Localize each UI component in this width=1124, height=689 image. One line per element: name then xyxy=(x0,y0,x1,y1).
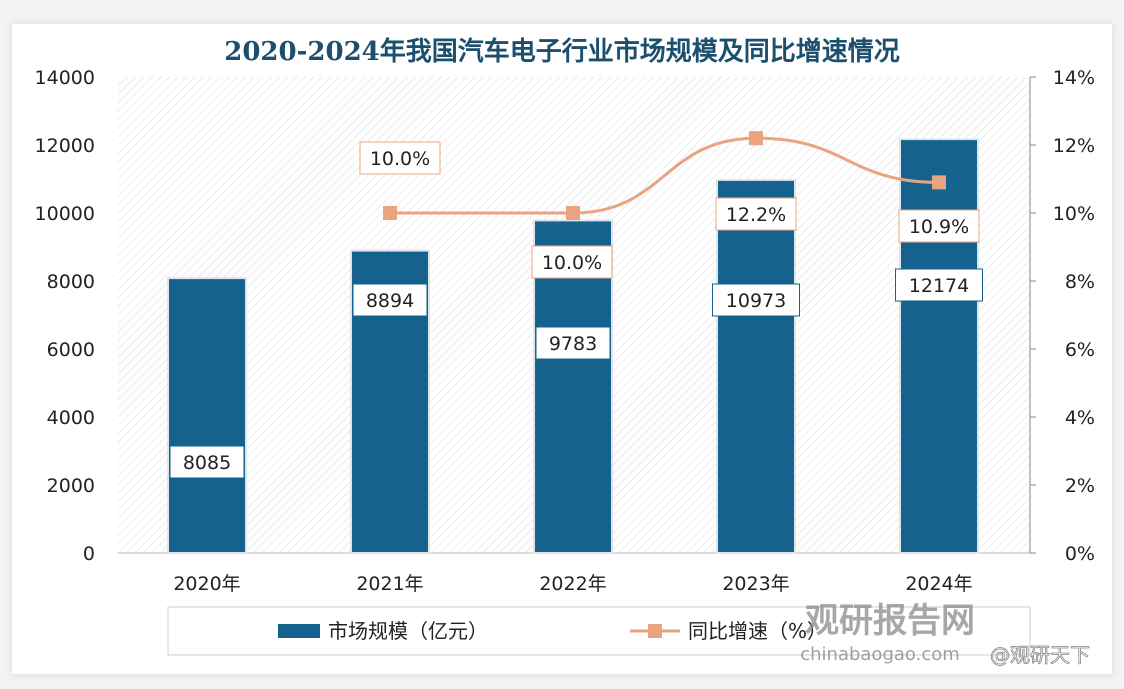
line-marker xyxy=(566,206,580,220)
bar-data-label: 10973 xyxy=(726,290,786,312)
left-tick-label: 14000 xyxy=(35,67,95,89)
watermark-logo: 观研报告网 xyxy=(805,601,975,641)
x-tick-label: 2022年 xyxy=(539,573,606,595)
bar-label-box xyxy=(169,445,245,479)
line-data-label: 12.2% xyxy=(726,204,786,226)
legend-line-marker xyxy=(648,624,662,638)
left-tick-label: 8000 xyxy=(47,271,95,293)
bar-label-box xyxy=(535,326,611,360)
bar-data-label: 8085 xyxy=(183,452,231,474)
bar-data-label: 12174 xyxy=(909,275,969,297)
x-tick-label: 2020年 xyxy=(173,573,240,595)
legend-line-label: 同比增速（%） xyxy=(688,619,827,643)
bar xyxy=(899,138,979,554)
line-label-box xyxy=(715,197,797,231)
left-tick-label: 4000 xyxy=(47,407,95,429)
left-tick-label: 10000 xyxy=(35,203,95,225)
right-tick-label: 14% xyxy=(1053,67,1095,89)
bar-data-label: 9783 xyxy=(549,333,597,355)
line-data-label: 10.9% xyxy=(909,216,969,238)
bar xyxy=(716,178,796,554)
chart-title: 2020-2024年我国汽车电子行业市场规模及同比增速情况 xyxy=(224,36,900,67)
right-tick-label: 2% xyxy=(1065,475,1095,497)
line-data-label: 10.0% xyxy=(370,148,430,170)
x-tick-label: 2023年 xyxy=(722,573,789,595)
line-data-label: 10.0% xyxy=(542,252,602,274)
watermark-site: chinabaogao.com xyxy=(800,644,960,665)
x-tick-label: 2021年 xyxy=(356,573,423,595)
right-tick-label: 0% xyxy=(1065,543,1095,565)
right-tick-label: 6% xyxy=(1065,339,1095,361)
line-marker xyxy=(383,206,397,220)
left-tick-label: 12000 xyxy=(35,135,95,157)
line-marker xyxy=(932,175,946,190)
line-label-box xyxy=(898,209,980,243)
left-tick-label: 2000 xyxy=(47,475,95,497)
legend-bar-label: 市场规模（亿元） xyxy=(328,619,488,643)
line-marker xyxy=(749,131,763,146)
bar xyxy=(167,277,247,554)
right-tick-label: 8% xyxy=(1065,271,1095,293)
right-tick-label: 10% xyxy=(1053,203,1095,225)
x-tick-label: 2024年 xyxy=(905,573,972,595)
left-tick-label: 6000 xyxy=(47,339,95,361)
bar-label-box xyxy=(352,283,428,317)
line-label-box xyxy=(531,245,613,279)
bar-data-label: 8894 xyxy=(366,290,414,312)
right-tick-label: 12% xyxy=(1053,135,1095,157)
right-tick-label: 4% xyxy=(1065,407,1095,429)
bar-label-box xyxy=(712,283,800,317)
line-label-box xyxy=(359,141,441,175)
left-tick-label: 0 xyxy=(83,543,95,565)
growth-line xyxy=(390,136,940,215)
bar-label-box xyxy=(895,268,983,302)
watermark-handle: @观研天下 xyxy=(990,643,1090,667)
legend-bar-swatch xyxy=(278,624,320,638)
